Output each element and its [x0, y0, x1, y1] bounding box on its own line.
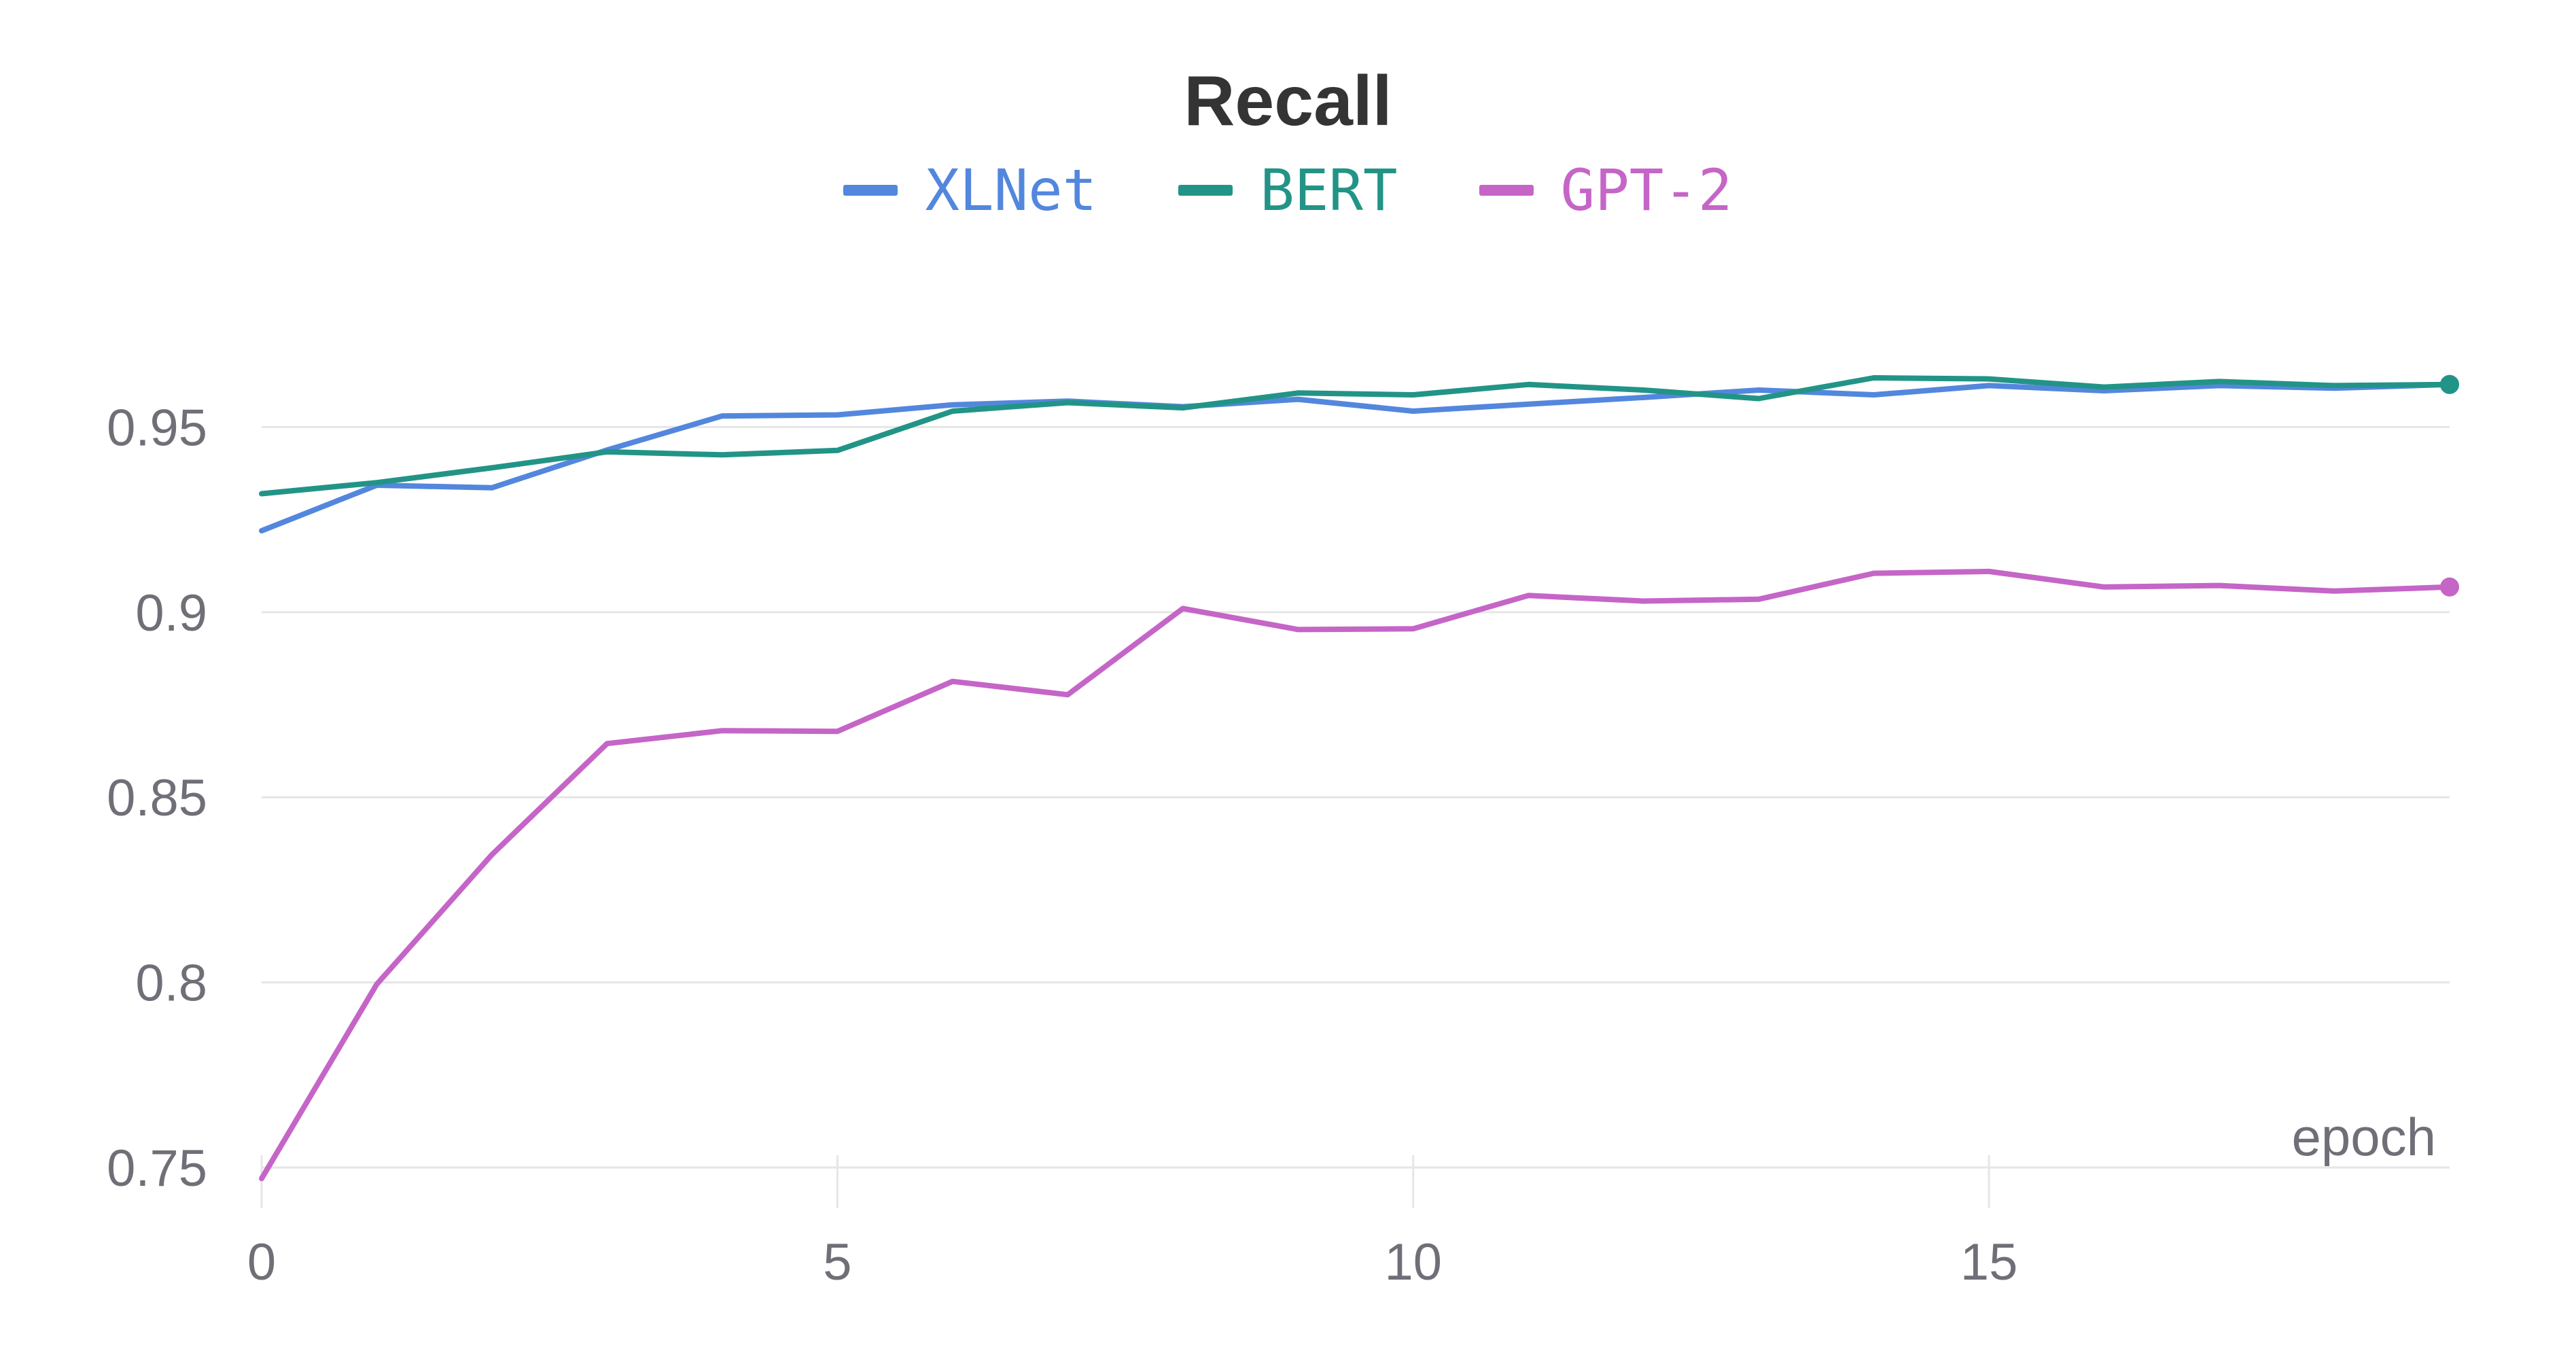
x-axis-label: epoch — [2291, 1107, 2436, 1167]
legend-label-bert: BERT — [1260, 157, 1398, 224]
series-line-xlnet[interactable] — [259, 381, 2452, 533]
legend-item-gpt2[interactable]: GPT-2 — [1479, 162, 1733, 219]
x-tick-label: 5 — [823, 1233, 851, 1291]
legend-swatch-bert — [1178, 185, 1233, 196]
series-layer — [259, 374, 2459, 1182]
legend-item-xlnet[interactable]: XLNet — [843, 162, 1097, 219]
legend-swatch-gpt2 — [1479, 185, 1534, 196]
chart-legend: XLNet BERT GPT-2 — [0, 162, 2576, 219]
y-tick-label: 0.85 — [107, 769, 207, 827]
x-tick-label: 10 — [1384, 1233, 1442, 1291]
x-tick-label: 0 — [247, 1233, 276, 1291]
y-tick-label: 0.8 — [135, 955, 207, 1013]
y-tick-label: 0.9 — [135, 584, 207, 642]
y-tick-label: 0.95 — [107, 399, 207, 457]
axis-layer: 0.75 0.8 0.85 0.9 0.95 0 5 10 15 — [107, 399, 2017, 1291]
series-line-bert[interactable] — [259, 375, 2452, 497]
series-end-point-bert[interactable] — [2440, 374, 2459, 394]
series-end-point-gpt2[interactable] — [2440, 577, 2459, 597]
chart-title: Recall — [1184, 62, 1392, 141]
series-line-gpt2[interactable] — [259, 568, 2452, 1182]
legend-label-xlnet: XLNet — [925, 157, 1097, 224]
x-tick-label: 15 — [1960, 1233, 2018, 1291]
y-tick-label: 0.75 — [107, 1140, 207, 1197]
legend-swatch-xlnet — [843, 185, 898, 196]
legend-label-gpt2: GPT-2 — [1560, 157, 1733, 224]
grid-layer — [262, 425, 2450, 1169]
legend-item-bert[interactable]: BERT — [1178, 157, 1398, 224]
